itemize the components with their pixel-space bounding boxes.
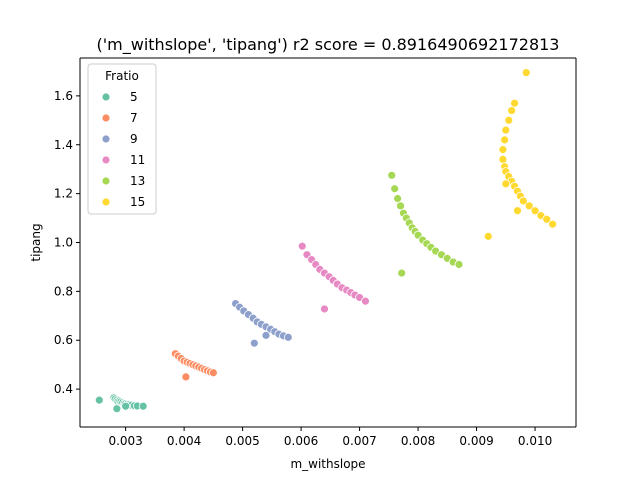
legend-entries: 5 7 9 11 13 15	[101, 90, 145, 209]
data-point	[393, 194, 403, 203]
data-point	[498, 145, 508, 155]
legend-label: 15	[130, 195, 145, 209]
legend-label: 5	[130, 90, 138, 104]
data-point	[548, 219, 557, 229]
x-axis-ticks: 0.003 0.004 0.005 0.006 0.007 0.008 0.009 0.010	[108, 427, 552, 448]
legend-marker	[101, 134, 111, 144]
data-point	[521, 68, 531, 78]
x-tick-label: 0.003	[108, 434, 142, 448]
plot-area	[80, 58, 576, 427]
data-point	[524, 201, 534, 211]
x-tick-label: 0.006	[284, 434, 318, 448]
legend-frame	[87, 63, 157, 215]
data-point	[530, 206, 540, 216]
data-point	[501, 179, 511, 189]
data-point	[483, 231, 493, 241]
y-tick-label: 0.8	[54, 284, 73, 298]
x-tick-label: 0.004	[167, 434, 201, 448]
data-point	[283, 332, 293, 342]
data-point	[454, 260, 464, 269]
data-point	[208, 368, 218, 378]
legend-marker	[101, 155, 111, 165]
legend-label: 11	[130, 153, 145, 167]
y-tick-label: 1.6	[54, 89, 73, 103]
x-axis-label: m_withslope	[290, 457, 365, 471]
data-point	[498, 155, 508, 164]
legend-label: 9	[130, 132, 138, 146]
x-tick-label: 0.005	[225, 434, 259, 448]
data-point	[361, 296, 370, 306]
y-axis-ticks: 0.4 0.6 0.8 1.0 1.2 1.4 1.6	[54, 89, 80, 396]
legend-title: Fratio	[105, 69, 139, 83]
x-tick-label: 0.009	[459, 434, 493, 448]
data-point	[387, 170, 397, 180]
data-point	[397, 268, 407, 278]
data-point	[249, 338, 259, 348]
legend-marker	[101, 197, 111, 207]
y-tick-label: 0.4	[54, 382, 73, 396]
legend-marker	[101, 176, 111, 186]
y-tick-label: 1.0	[54, 236, 73, 250]
data-point	[94, 395, 104, 405]
legend: Fratio 5 7 9 11 13 15	[87, 63, 157, 215]
data-point	[320, 304, 329, 314]
legend-label: 7	[130, 111, 138, 125]
data-point	[504, 115, 514, 125]
data-point	[507, 106, 517, 115]
data-point	[297, 241, 307, 251]
x-tick-label: 0.007	[342, 434, 376, 448]
x-tick-label: 0.010	[518, 434, 552, 448]
y-tick-label: 0.6	[54, 333, 73, 347]
y-axis-label: tipang	[29, 223, 43, 261]
data-point	[138, 401, 148, 411]
data-points	[94, 68, 557, 414]
data-point	[510, 98, 519, 108]
data-point	[390, 184, 400, 194]
data-point	[181, 372, 191, 382]
legend-label: 13	[130, 174, 145, 188]
data-point	[121, 401, 131, 411]
legend-marker	[101, 92, 111, 102]
data-point	[261, 330, 271, 340]
data-point	[542, 214, 552, 224]
y-tick-label: 1.2	[54, 187, 73, 201]
data-point	[518, 196, 528, 206]
y-tick-label: 1.4	[54, 138, 73, 152]
x-tick-label: 0.008	[401, 434, 435, 448]
chart-title: ('m_withslope', 'tipang') r2 score = 0.8…	[97, 35, 560, 55]
data-point	[396, 201, 405, 211]
legend-marker	[101, 113, 111, 123]
data-point	[112, 404, 122, 414]
data-point	[501, 125, 511, 135]
data-point	[500, 135, 510, 145]
data-point	[513, 206, 522, 216]
